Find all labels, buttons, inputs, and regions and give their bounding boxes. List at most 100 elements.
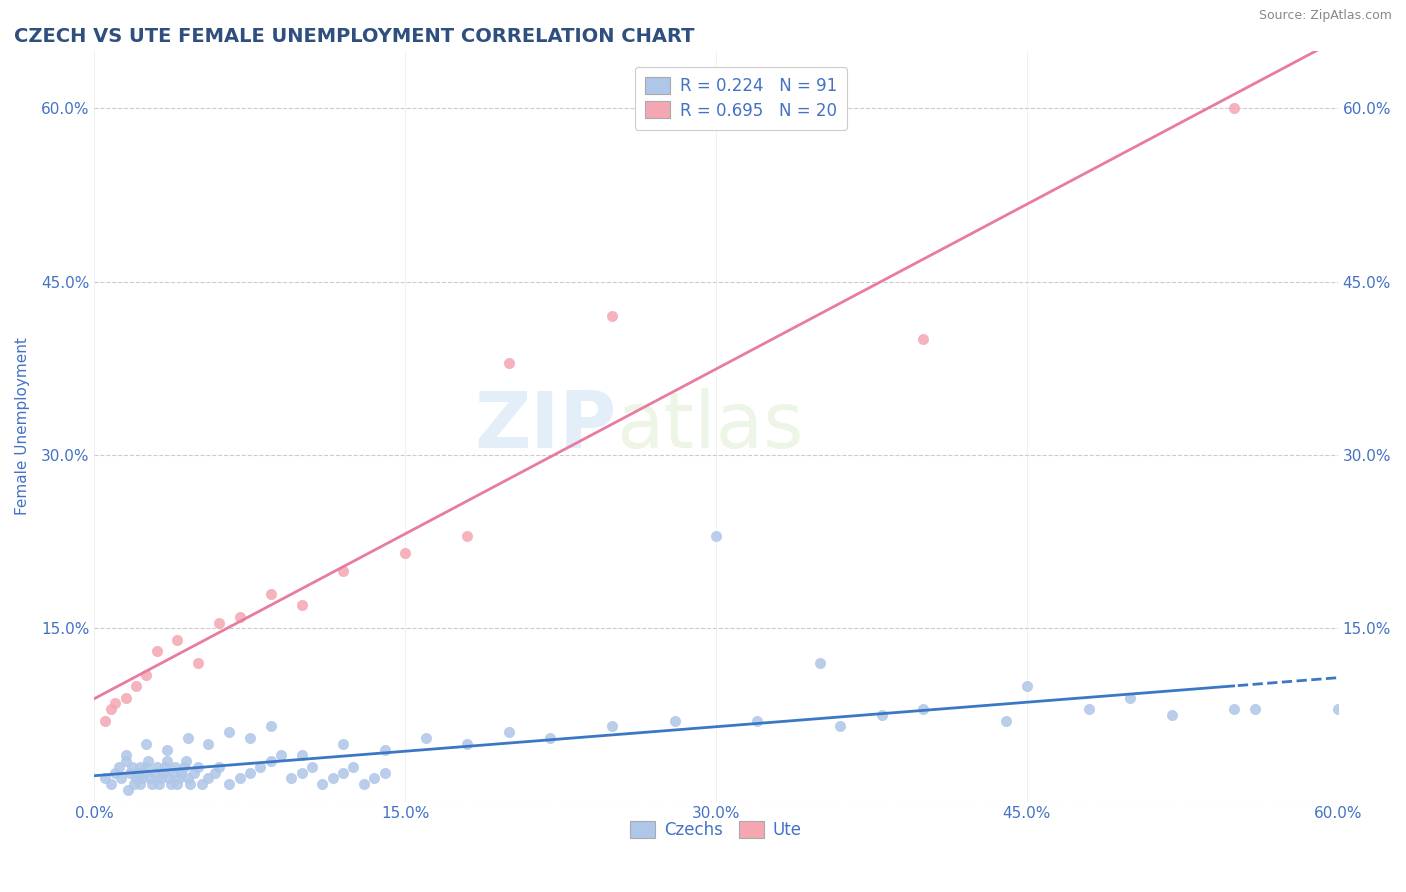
- Point: [166, 632, 188, 647]
- Point: [704, 529, 727, 543]
- Point: [94, 772, 117, 786]
- Point: [538, 731, 561, 745]
- Point: [104, 697, 127, 711]
- Point: [108, 760, 131, 774]
- Point: [1223, 702, 1246, 716]
- Point: [228, 609, 250, 624]
- Point: [311, 777, 333, 791]
- Point: [602, 310, 624, 324]
- Point: [173, 760, 195, 774]
- Point: [138, 754, 160, 768]
- Point: [127, 765, 149, 780]
- Point: [149, 772, 172, 786]
- Point: [204, 765, 226, 780]
- Point: [208, 760, 231, 774]
- Point: [218, 725, 240, 739]
- Point: [145, 760, 167, 774]
- Point: [291, 748, 314, 763]
- Point: [170, 765, 193, 780]
- Point: [183, 765, 205, 780]
- Point: [129, 760, 152, 774]
- Point: [152, 765, 174, 780]
- Point: [166, 777, 188, 791]
- Point: [332, 564, 354, 578]
- Point: [259, 587, 281, 601]
- Point: [129, 777, 152, 791]
- Point: [830, 719, 852, 733]
- Point: [1243, 702, 1265, 716]
- Point: [157, 772, 180, 786]
- Point: [270, 748, 292, 763]
- Point: [322, 772, 344, 786]
- Point: [135, 667, 157, 681]
- Text: Source: ZipAtlas.com: Source: ZipAtlas.com: [1258, 9, 1392, 22]
- Point: [1223, 102, 1246, 116]
- Point: [135, 737, 157, 751]
- Point: [353, 777, 375, 791]
- Point: [100, 702, 122, 716]
- Point: [169, 772, 191, 786]
- Point: [179, 777, 201, 791]
- Point: [291, 765, 314, 780]
- Point: [117, 783, 139, 797]
- Point: [239, 731, 262, 745]
- Point: [174, 754, 197, 768]
- Point: [100, 777, 122, 791]
- Point: [145, 644, 167, 658]
- Legend: Czechs, Ute: Czechs, Ute: [624, 814, 808, 846]
- Text: CZECH VS UTE FEMALE UNEMPLOYMENT CORRELATION CHART: CZECH VS UTE FEMALE UNEMPLOYMENT CORRELA…: [14, 27, 695, 45]
- Point: [374, 765, 396, 780]
- Point: [114, 690, 136, 705]
- Point: [135, 760, 157, 774]
- Point: [134, 765, 156, 780]
- Point: [995, 714, 1018, 728]
- Point: [747, 714, 769, 728]
- Point: [156, 742, 179, 756]
- Point: [122, 777, 145, 791]
- Point: [121, 760, 143, 774]
- Point: [143, 765, 166, 780]
- Point: [415, 731, 437, 745]
- Point: [280, 772, 302, 786]
- Point: [228, 772, 250, 786]
- Point: [249, 760, 271, 774]
- Point: [139, 772, 162, 786]
- Point: [187, 656, 209, 670]
- Point: [104, 765, 127, 780]
- Point: [1160, 707, 1182, 722]
- Point: [498, 355, 520, 369]
- Point: [160, 777, 183, 791]
- Point: [1078, 702, 1101, 716]
- Point: [110, 772, 132, 786]
- Point: [259, 754, 281, 768]
- Point: [1119, 690, 1142, 705]
- Point: [187, 760, 209, 774]
- Point: [301, 760, 323, 774]
- Point: [197, 737, 219, 751]
- Point: [148, 777, 170, 791]
- Point: [374, 742, 396, 756]
- Point: [162, 765, 184, 780]
- Point: [114, 754, 136, 768]
- Point: [342, 760, 364, 774]
- Point: [291, 598, 314, 612]
- Text: atlas: atlas: [617, 388, 804, 464]
- Point: [156, 754, 179, 768]
- Point: [259, 719, 281, 733]
- Point: [394, 546, 416, 560]
- Point: [363, 772, 385, 786]
- Point: [808, 656, 831, 670]
- Point: [141, 777, 163, 791]
- Point: [239, 765, 262, 780]
- Y-axis label: Female Unemployment: Female Unemployment: [15, 337, 30, 515]
- Point: [165, 760, 187, 774]
- Point: [456, 737, 478, 751]
- Point: [197, 772, 219, 786]
- Point: [208, 615, 231, 630]
- Point: [664, 714, 686, 728]
- Point: [456, 529, 478, 543]
- Point: [177, 772, 200, 786]
- Point: [332, 765, 354, 780]
- Point: [118, 765, 141, 780]
- Point: [1326, 702, 1348, 716]
